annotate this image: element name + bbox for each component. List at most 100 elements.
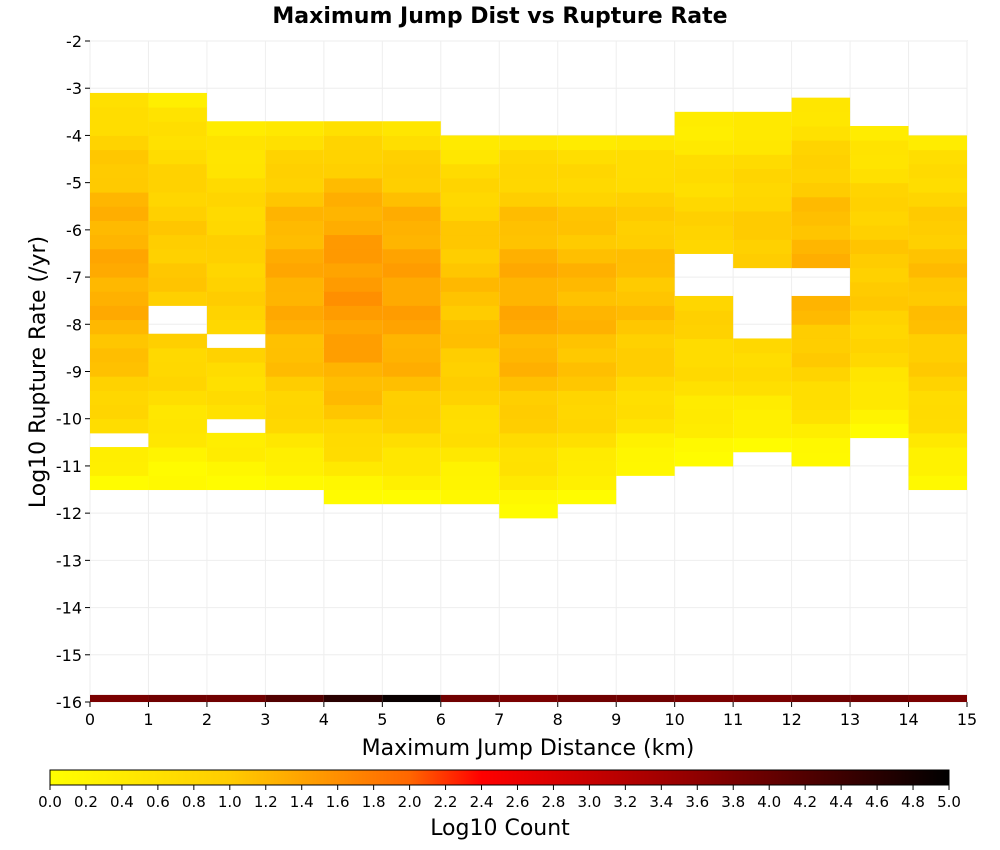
heatmap-cell xyxy=(674,210,734,226)
colorbar-tick-label: 0.2 xyxy=(74,793,98,811)
heatmap-cell xyxy=(850,267,909,283)
heatmap-cell xyxy=(616,362,675,377)
heatmap-cell xyxy=(90,347,149,363)
heatmap-cell xyxy=(908,277,967,292)
heatmap-cell xyxy=(908,461,967,476)
heatmap-cell xyxy=(850,338,909,354)
heatmap-cell xyxy=(206,362,266,377)
heatmap-cell xyxy=(90,333,149,349)
heatmap-cell xyxy=(674,196,734,212)
heatmap-cell xyxy=(323,418,383,434)
heatmap-cell xyxy=(440,404,500,420)
heatmap-cell xyxy=(908,206,967,221)
heatmap-cell xyxy=(206,277,266,292)
y-axis-ticks: -2 -3 -4 -5 -6 -7 -8 -9 -10 -11 -12 -13 -14 -15 -16 xyxy=(56,32,90,712)
heatmap-cell xyxy=(908,262,967,278)
heatmap-cell-bottom xyxy=(382,694,441,702)
colorbar-tick-label: 1.8 xyxy=(362,793,386,811)
heatmap-cell xyxy=(265,319,324,335)
heatmap-cell xyxy=(850,423,909,439)
heatmap-cell xyxy=(323,447,383,462)
heatmap-cell xyxy=(148,461,207,476)
heatmap-cell xyxy=(791,111,851,127)
heatmap-cell-bottom xyxy=(908,694,967,702)
heatmap-cell xyxy=(440,135,500,151)
heatmap-cell xyxy=(908,149,967,165)
y-tick-label: -15 xyxy=(56,646,82,665)
heatmap-cell xyxy=(206,291,266,306)
heatmap-cell xyxy=(90,92,149,108)
heatmap-cell-bottom xyxy=(148,694,207,702)
heatmap-cell xyxy=(733,225,792,240)
heatmap-cell xyxy=(90,177,149,193)
y-tick-label: -7 xyxy=(66,268,82,287)
heatmap-cell xyxy=(850,225,909,240)
heatmap-cell xyxy=(90,291,149,306)
heatmap-cell xyxy=(557,220,617,236)
heatmap-cell xyxy=(616,319,675,335)
heatmap-cell xyxy=(90,248,149,264)
heatmap-cell-bottom xyxy=(733,694,792,702)
heatmap-cell xyxy=(90,135,149,151)
heatmap-cell xyxy=(733,182,792,198)
heatmap-cell xyxy=(908,220,967,236)
heatmap-cell xyxy=(850,352,909,368)
heatmap-cell xyxy=(850,239,909,254)
heatmap-cell xyxy=(440,461,500,476)
y-tick-label: -9 xyxy=(66,363,82,382)
heatmap-cell xyxy=(557,461,617,476)
heatmap-cell xyxy=(908,177,967,193)
colorbar-tick-label: 1.4 xyxy=(290,793,314,811)
heatmap-cell xyxy=(674,225,734,240)
heatmap-cell xyxy=(499,277,558,292)
heatmap-cell xyxy=(265,135,324,151)
heatmap-cell xyxy=(206,149,266,165)
heatmap-cell xyxy=(557,376,617,391)
x-tick-label: 15 xyxy=(957,710,977,729)
heatmap-cell xyxy=(90,277,149,292)
heatmap-cell xyxy=(791,409,851,424)
heatmap-cell xyxy=(674,423,734,439)
colorbar-tick-label: 5.0 xyxy=(937,793,961,811)
y-tick-label: -4 xyxy=(66,126,82,145)
heatmap-cell xyxy=(90,220,149,236)
heatmap-cell xyxy=(440,475,500,491)
x-axis-label: Maximum Jump Distance (km) xyxy=(362,736,695,761)
heatmap-cell xyxy=(499,376,558,391)
heatmap-cell xyxy=(733,437,792,453)
colorbar-tick-label: 1.0 xyxy=(218,793,242,811)
colorbar-tick-label: 3.2 xyxy=(613,793,637,811)
heatmap-cell xyxy=(323,347,383,363)
heatmap-cell xyxy=(90,418,149,434)
heatmap-cell xyxy=(674,295,734,311)
heatmap-cell xyxy=(791,366,851,382)
heatmap-cell xyxy=(616,461,675,476)
heatmap-cell-bottom xyxy=(323,694,383,702)
heatmap-cell xyxy=(265,305,324,321)
heatmap-cell xyxy=(206,163,266,179)
x-tick-label: 11 xyxy=(723,710,743,729)
heatmap-cell xyxy=(850,295,909,311)
heatmap-cell xyxy=(557,248,617,264)
heatmap-cell xyxy=(499,461,558,476)
heatmap-cell xyxy=(440,432,500,448)
heatmap-cell xyxy=(499,192,558,207)
heatmap-cell xyxy=(674,239,734,254)
heatmap-cell xyxy=(440,220,500,236)
heatmap-cell xyxy=(616,234,675,250)
heatmap-cell xyxy=(908,376,967,391)
x-tick-label: 13 xyxy=(840,710,860,729)
heatmap-cell xyxy=(674,451,734,467)
heatmap-cell xyxy=(265,362,324,377)
heatmap-cell xyxy=(148,362,207,377)
heatmap-cell xyxy=(791,182,851,198)
heatmap-cell xyxy=(908,135,967,151)
heatmap-cell xyxy=(148,432,207,448)
heatmap-cell xyxy=(791,225,851,240)
heatmap-cell xyxy=(440,305,500,321)
x-tick-label: 4 xyxy=(319,710,329,729)
heatmap-cell xyxy=(791,253,851,269)
heatmap-cell xyxy=(733,196,792,212)
heatmap-cell xyxy=(499,418,558,434)
heatmap-cell xyxy=(323,319,383,335)
